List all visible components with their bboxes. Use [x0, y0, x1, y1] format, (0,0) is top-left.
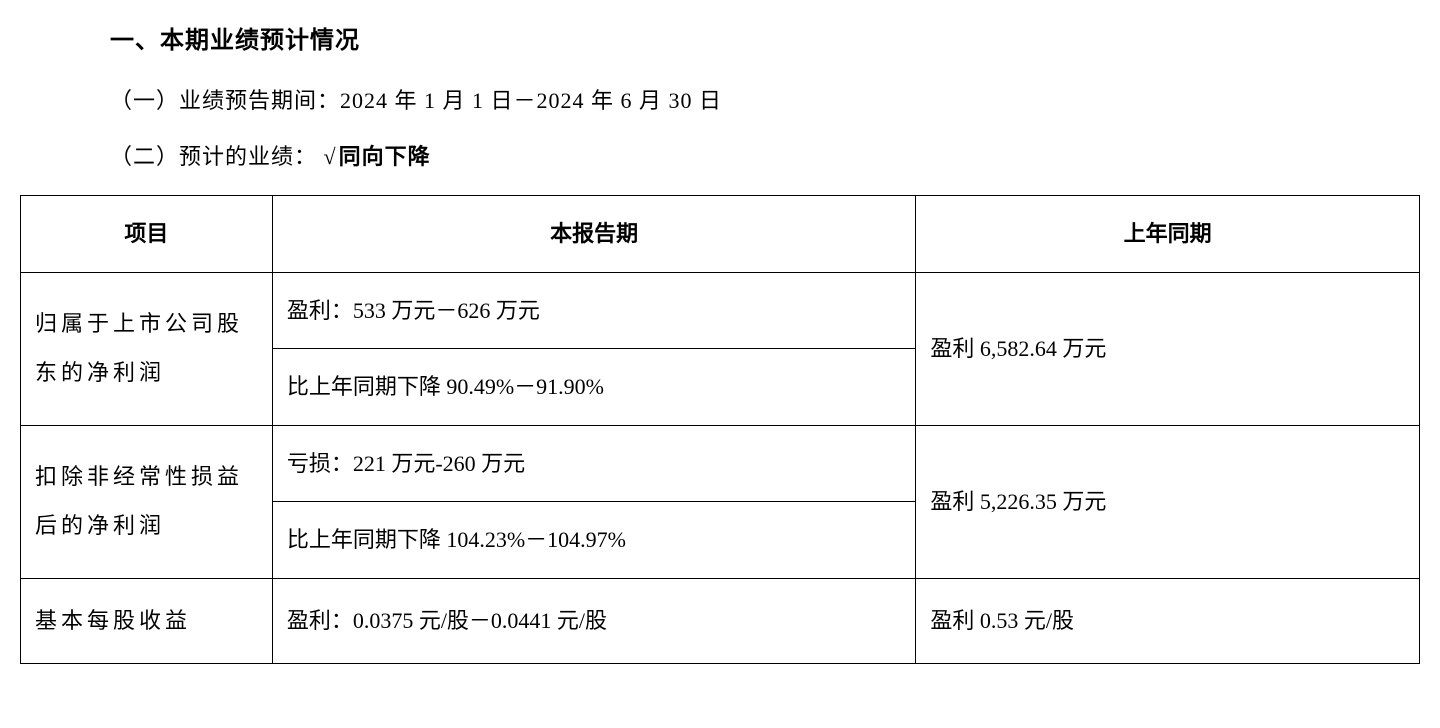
table-header-row: 项目 本报告期 上年同期 — [21, 196, 1420, 273]
cell-net-profit-change: 比上年同期下降 90.49%－91.90% — [272, 349, 916, 426]
forecast-period-line: （一）业绩预告期间：2024 年 1 月 1 日－2024 年 6 月 30 日 — [110, 83, 1420, 115]
cell-adj-net-profit-range: 亏损：221 万元-260 万元 — [272, 425, 916, 502]
forecast-period-value: 2024 年 1 月 1 日－2024 年 6 月 30 日 — [340, 88, 722, 113]
header-current: 本报告期 — [272, 196, 916, 273]
forecast-table: 项目 本报告期 上年同期 归属于上市公司股东的净利润 盈利：533 万元－626… — [20, 195, 1420, 664]
cell-adj-net-profit-prior: 盈利 5,226.35 万元 — [916, 425, 1420, 578]
forecast-period-prefix: （一）业绩预告期间： — [110, 88, 340, 113]
header-prior: 上年同期 — [916, 196, 1420, 273]
header-item: 项目 — [21, 196, 273, 273]
row-label-adj-net-profit: 扣除非经常性损益后的净利润 — [21, 425, 273, 578]
cell-adj-net-profit-change: 比上年同期下降 104.23%－104.97% — [272, 502, 916, 579]
forecast-result-value: 同向下降 — [339, 144, 431, 169]
cell-net-profit-range: 盈利：533 万元－626 万元 — [272, 272, 916, 349]
forecast-result-line: （二）预计的业绩： √同向下降 — [110, 139, 1420, 171]
row-label-net-profit: 归属于上市公司股东的净利润 — [21, 272, 273, 425]
table-row: 归属于上市公司股东的净利润 盈利：533 万元－626 万元 盈利 6,582.… — [21, 272, 1420, 349]
cell-net-profit-prior: 盈利 6,582.64 万元 — [916, 272, 1420, 425]
cell-eps-current: 盈利：0.0375 元/股－0.0441 元/股 — [272, 578, 916, 663]
row-label-eps: 基本每股收益 — [21, 578, 273, 663]
check-mark-icon: √ — [324, 144, 337, 169]
document-content: 一、本期业绩预计情况 （一）业绩预告期间：2024 年 1 月 1 日－2024… — [20, 20, 1420, 664]
table-row: 基本每股收益 盈利：0.0375 元/股－0.0441 元/股 盈利 0.53 … — [21, 578, 1420, 663]
cell-eps-prior: 盈利 0.53 元/股 — [916, 578, 1420, 663]
forecast-result-prefix: （二）预计的业绩： — [110, 144, 317, 169]
section-heading: 一、本期业绩预计情况 — [110, 20, 1420, 55]
table-row: 扣除非经常性损益后的净利润 亏损：221 万元-260 万元 盈利 5,226.… — [21, 425, 1420, 502]
